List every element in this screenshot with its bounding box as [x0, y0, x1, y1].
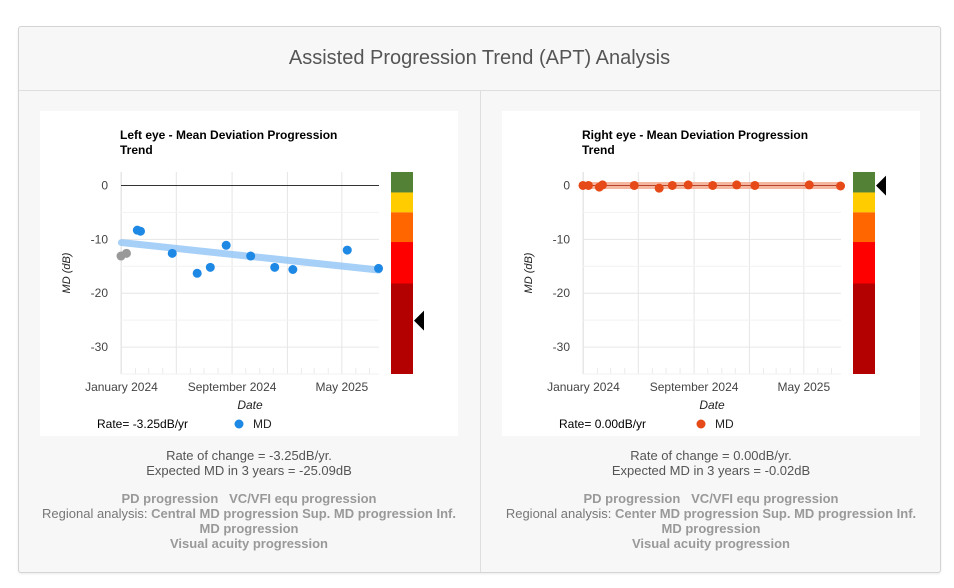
md-data-point — [221, 240, 231, 250]
pd-progression: PD progression — [583, 491, 681, 506]
md-data-point — [270, 262, 280, 272]
severity-band — [391, 172, 413, 193]
vfi-progression: VC/VFI equ progression — [229, 491, 377, 506]
left-eye-column: Left eye - Mean Deviation Progression Tre… — [19, 91, 479, 571]
y-tick-label: 0 — [563, 178, 570, 192]
y-axis-title: MD (dB) — [61, 252, 73, 293]
md-data-point — [246, 251, 256, 261]
severity-band — [853, 283, 875, 374]
md-data-point — [836, 181, 846, 191]
y-tick-label: -10 — [553, 232, 571, 246]
md-data-point — [667, 180, 677, 190]
md-data-point — [683, 180, 693, 190]
y-tick-label: -20 — [553, 286, 571, 300]
left-eye-chart-svg: Left eye - Mean Deviation Progression Tre… — [61, 128, 424, 431]
regional-items: Center MD progression Sup. MD progressio… — [614, 506, 917, 536]
vfi-progression: VC/VFI equ progression — [691, 491, 839, 506]
right-eye-column: Right eye - Mean Deviation Progression Tr… — [481, 91, 941, 571]
x-tick-label: January 2024 — [85, 380, 158, 394]
x-tick-label: May 2025 — [315, 380, 368, 394]
visual-acuity-progression: Visual acuity progression — [170, 536, 328, 551]
md-data-point — [167, 248, 177, 258]
md-data-point — [654, 183, 664, 193]
severity-band — [391, 242, 413, 284]
md-data-point — [583, 180, 593, 190]
left-eye-progression: PD progression VC/VFI equ progression Re… — [19, 491, 479, 551]
y-axis-title: MD (dB) — [523, 252, 535, 293]
severity-band — [853, 242, 875, 284]
md-data-point — [750, 180, 760, 190]
column-divider — [480, 91, 481, 572]
severity-band — [853, 192, 875, 213]
regional-label: Regional analysis: — [505, 506, 612, 521]
x-tick-label: January 2024 — [547, 380, 620, 394]
right-eye-chart-svg: Right eye - Mean Deviation Progression Tr… — [523, 128, 886, 431]
page-title: Assisted Progression Trend (APT) Analysi… — [19, 27, 940, 91]
x-axis-title: Date — [237, 398, 263, 412]
md-data-point — [342, 245, 352, 255]
chart-title: Left eye - Mean Deviation Progression Tre… — [120, 128, 337, 157]
severity-marker-arrow — [414, 310, 424, 331]
md-data-point — [205, 262, 215, 272]
severity-marker-arrow — [876, 175, 886, 196]
md-data-point — [732, 180, 742, 190]
severity-band — [853, 212, 875, 243]
rate-of-change: Rate of change = -3.25dB/yr. — [166, 448, 332, 463]
severity-band — [391, 283, 413, 374]
md-data-point — [135, 226, 145, 236]
legend-rate: Rate= -3.25dB/yr — [97, 417, 188, 431]
severity-band — [391, 192, 413, 213]
md-data-point — [192, 268, 202, 278]
md-data-point — [288, 264, 298, 274]
visual-acuity-progression: Visual acuity progression — [632, 536, 790, 551]
legend-rate: Rate= 0.00dB/yr — [559, 417, 646, 431]
md-data-point — [708, 180, 718, 190]
chart-title: Right eye - Mean Deviation Progression Tr… — [582, 128, 808, 157]
excluded-data-point — [121, 248, 131, 258]
legend-md-marker — [696, 419, 706, 429]
regional-items: Central MD progression Sup. MD progressi… — [151, 506, 456, 536]
right-eye-rate-summary: Rate of change = 0.00dB/yr. Expected MD … — [481, 448, 941, 478]
md-data-point — [804, 180, 814, 190]
left-eye-chart: Left eye - Mean Deviation Progression Tre… — [40, 111, 458, 436]
y-tick-label: -30 — [91, 340, 109, 354]
right-eye-chart: Right eye - Mean Deviation Progression Tr… — [502, 111, 920, 436]
legend-md-marker — [234, 419, 244, 429]
regional-label: Regional analysis: — [42, 506, 148, 521]
right-eye-progression: PD progression VC/VFI equ progression Re… — [481, 491, 941, 551]
left-eye-rate-summary: Rate of change = -3.25dB/yr. Expected MD… — [19, 448, 479, 478]
legend-md-label: MD — [253, 417, 272, 431]
md-data-point — [374, 263, 384, 273]
x-tick-label: September 2024 — [650, 380, 739, 394]
y-tick-label: -30 — [553, 340, 571, 354]
severity-band — [391, 212, 413, 243]
y-tick-label: -10 — [91, 232, 109, 246]
severity-band — [853, 172, 875, 193]
x-tick-label: May 2025 — [777, 380, 830, 394]
expected-md: Expected MD in 3 years = -25.09dB — [146, 463, 352, 478]
md-data-point — [597, 180, 607, 190]
x-axis-title: Date — [699, 398, 725, 412]
pd-progression: PD progression — [121, 491, 219, 506]
x-tick-label: September 2024 — [188, 380, 277, 394]
y-tick-label: -20 — [91, 286, 109, 300]
rate-of-change: Rate of change = 0.00dB/yr. — [630, 448, 792, 463]
expected-md: Expected MD in 3 years = -0.02dB — [611, 463, 811, 478]
legend-md-label: MD — [715, 417, 734, 431]
y-tick-label: 0 — [101, 178, 108, 192]
apt-panel: Assisted Progression Trend (APT) Analysi… — [18, 26, 941, 573]
md-data-point — [629, 180, 639, 190]
